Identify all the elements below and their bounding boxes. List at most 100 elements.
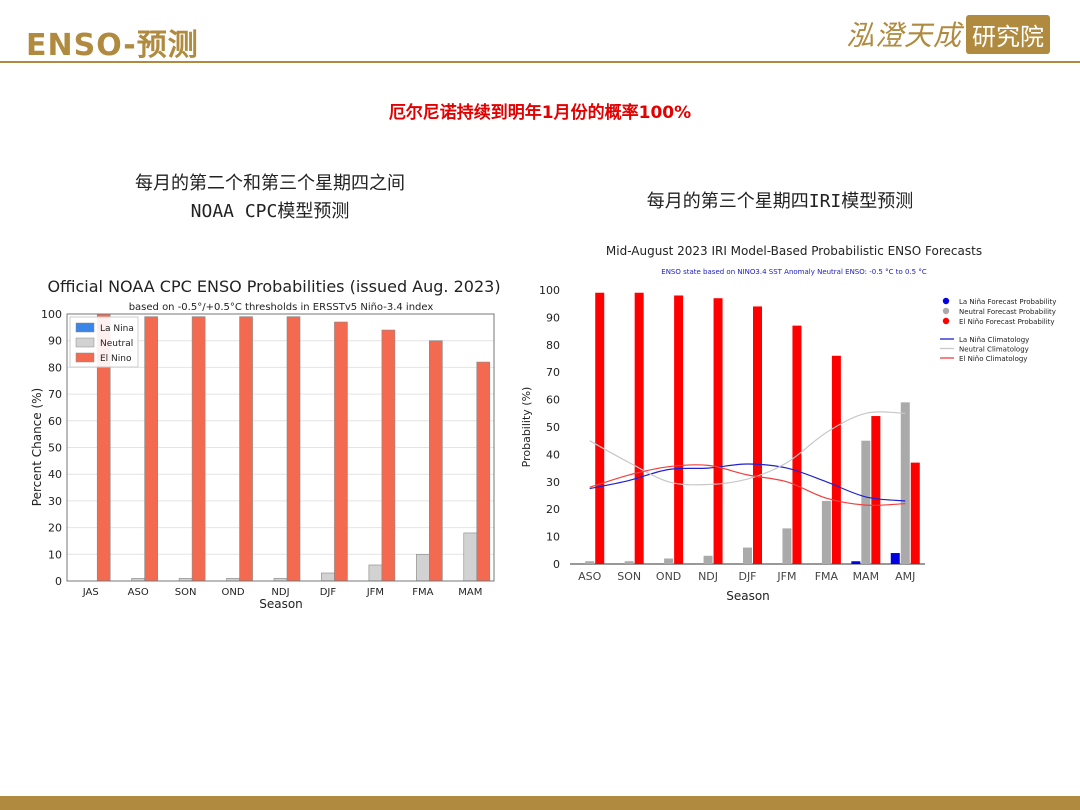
y-tick-label: 100	[539, 284, 560, 297]
footer-bar	[0, 796, 1080, 810]
legend-label: Neutral Climatology	[959, 346, 1029, 354]
y-tick-label: 80	[546, 339, 560, 352]
y-tick-label: 100	[41, 308, 62, 321]
bar-el-niño-forecast-probability	[674, 295, 684, 564]
bar-el-nino	[239, 316, 253, 582]
left-caption-line-2: NOAA CPC模型预测	[190, 201, 350, 222]
chart-subtitle: ENSO state based on NINO3.4 SST Anomaly …	[661, 268, 927, 276]
bar-neutral-forecast-probability	[821, 500, 831, 564]
x-tick-label: SON	[617, 570, 641, 583]
y-tick-label: 10	[546, 531, 560, 544]
x-tick-label: OND	[222, 587, 245, 598]
x-tick-label: SON	[175, 587, 197, 598]
x-tick-label: AMJ	[895, 570, 915, 583]
y-tick-label: 0	[55, 575, 62, 588]
bar-neutral	[321, 572, 335, 582]
legend-swatch	[75, 322, 95, 333]
logo-text: 泓澄天成	[846, 19, 963, 52]
headline: 厄尔尼诺持续到明年1月份的概率100%	[388, 103, 692, 123]
y-tick-label: 30	[48, 495, 62, 508]
header-divider	[0, 61, 1080, 63]
y-tick-label: 70	[48, 388, 62, 401]
bar-el-niño-forecast-probability	[753, 306, 762, 564]
bar-el-niño-forecast-probability	[792, 325, 802, 564]
legend-label: El Niño Climatology	[959, 355, 1027, 363]
bar-neutral-forecast-probability	[585, 561, 595, 564]
bar-el-niño-forecast-probability	[910, 462, 920, 564]
bar-neutral-forecast-probability	[624, 561, 634, 564]
x-axis-label: Season	[726, 589, 770, 603]
y-tick-label: 30	[546, 476, 560, 489]
bar-la-niña-forecast-probability	[890, 553, 900, 564]
bar-neutral	[368, 564, 383, 582]
chart-title: Mid-August 2023 IRI Model-Based Probabil…	[606, 244, 982, 258]
iri-chart: Mid-August 2023 IRI Model-Based Probabil…	[520, 244, 1056, 603]
chart-subtitle: based on -0.5°/+0.5°C thresholds in ERSS…	[129, 302, 434, 313]
legend-label: El Niño Forecast Probability	[959, 318, 1055, 326]
legend-swatch	[75, 337, 95, 348]
bar-neutral	[416, 553, 430, 582]
x-tick-label: NDJ	[271, 587, 289, 598]
right-caption: 每月的第三个星期四IRI模型预测	[646, 191, 914, 212]
x-axis-label: Season	[259, 597, 303, 611]
line-neutral-climatology	[589, 411, 906, 486]
legend-marker	[942, 317, 950, 325]
y-tick-label: 60	[546, 394, 560, 407]
y-tick-label: 0	[553, 558, 560, 571]
line-el-niño-climatology	[589, 464, 906, 506]
legend-marker	[942, 297, 950, 305]
left-caption: 每月的第二个和第三个星期四之间 NOAA CPC模型预测	[90, 170, 450, 226]
y-axis-label: Probability (%)	[520, 387, 533, 468]
bar-neutral-forecast-probability	[900, 402, 910, 564]
bar-el-niño-forecast-probability	[871, 416, 881, 564]
bar-el-nino	[144, 316, 158, 582]
y-tick-label: 20	[546, 503, 560, 516]
x-tick-label: JAS	[82, 587, 99, 598]
bar-el-niño-forecast-probability	[634, 292, 644, 564]
bar-el-nino	[191, 316, 206, 582]
bar-el-niño-forecast-probability	[595, 292, 605, 564]
legend-label: El Nino	[100, 354, 132, 364]
x-tick-label: DJF	[738, 570, 756, 583]
y-axis-label: Percent Chance (%)	[30, 388, 44, 506]
bar-neutral-forecast-probability	[782, 528, 792, 564]
x-tick-label: DJF	[320, 587, 337, 598]
x-tick-label: ASO	[128, 587, 149, 598]
y-tick-label: 90	[48, 335, 62, 348]
bar-el-niño-forecast-probability	[713, 298, 723, 564]
legend-label: La Niña Forecast Probability	[959, 298, 1056, 306]
left-caption-line-1: 每月的第二个和第三个星期四之间	[135, 173, 405, 194]
logo-box: 研究院	[966, 14, 1051, 54]
legend-label: Neutral	[100, 339, 133, 349]
y-tick-label: 40	[48, 468, 62, 481]
slide-title: ENSO-预测	[26, 28, 199, 63]
legend-marker	[942, 307, 950, 315]
x-tick-label: MAM	[853, 570, 880, 583]
x-tick-label: MAM	[458, 587, 482, 598]
y-tick-label: 20	[48, 522, 62, 535]
bar-el-niño-forecast-probability	[831, 355, 841, 564]
legend-label: La Nina	[100, 324, 134, 334]
bar-el-nino	[286, 316, 301, 582]
bar-el-nino	[381, 329, 396, 582]
bar-neutral	[463, 532, 478, 582]
y-tick-label: 10	[48, 548, 62, 561]
y-tick-label: 50	[546, 421, 560, 434]
y-tick-label: 90	[546, 311, 560, 324]
chart-title: Official NOAA CPC ENSO Probabilities (is…	[47, 277, 500, 296]
bar-neutral-forecast-probability	[861, 440, 871, 564]
x-tick-label: ASO	[578, 570, 602, 583]
legend-swatch	[75, 352, 95, 363]
y-tick-label: 50	[48, 442, 62, 455]
x-tick-label: NDJ	[698, 570, 718, 583]
bar-la-niña-forecast-probability	[851, 561, 861, 564]
x-tick-label: OND	[656, 570, 681, 583]
x-tick-label: JFM	[776, 570, 796, 583]
legend-label: La Niña Climatology	[959, 336, 1029, 344]
bar-el-nino	[334, 321, 348, 582]
logo: 泓澄天成 研究院	[846, 12, 1056, 56]
bar-el-nino	[429, 340, 443, 582]
y-tick-label: 80	[48, 361, 62, 374]
line-la-niña-climatology	[589, 463, 906, 502]
y-tick-label: 40	[546, 448, 560, 461]
